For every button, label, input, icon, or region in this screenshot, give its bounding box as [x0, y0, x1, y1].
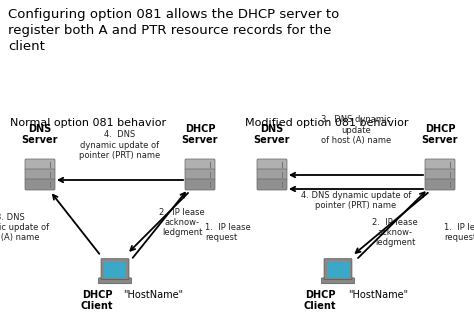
Text: Configuring option 081 allows the DHCP server to
register both A and PTR resourc: Configuring option 081 allows the DHCP s…: [8, 8, 339, 53]
Text: Normal option 081 behavior: Normal option 081 behavior: [10, 118, 166, 128]
FancyBboxPatch shape: [425, 169, 455, 180]
Text: Modified option 081 behavior: Modified option 081 behavior: [245, 118, 409, 128]
Text: DHCP
Client: DHCP Client: [81, 290, 113, 311]
Text: 2.  IP lease
acknow-
ledgment: 2. IP lease acknow- ledgment: [159, 208, 205, 238]
FancyBboxPatch shape: [99, 278, 131, 284]
Text: DNS
Server: DNS Server: [22, 124, 58, 145]
FancyBboxPatch shape: [324, 259, 352, 279]
Text: 1.  IP lease
request: 1. IP lease request: [444, 223, 474, 242]
Text: DNS
Server: DNS Server: [254, 124, 290, 145]
FancyBboxPatch shape: [25, 179, 55, 190]
FancyBboxPatch shape: [25, 169, 55, 180]
Text: 4. DNS dynamic update of
pointer (PRT) name: 4. DNS dynamic update of pointer (PRT) n…: [301, 191, 411, 210]
Text: 3. DNS
dynamic update of
host (A) name: 3. DNS dynamic update of host (A) name: [0, 213, 50, 243]
FancyBboxPatch shape: [257, 179, 287, 190]
FancyBboxPatch shape: [327, 261, 349, 277]
FancyBboxPatch shape: [185, 159, 215, 170]
FancyBboxPatch shape: [321, 278, 355, 284]
Text: DHCP
Client: DHCP Client: [304, 290, 336, 311]
FancyBboxPatch shape: [257, 159, 287, 170]
FancyBboxPatch shape: [101, 259, 129, 279]
Text: DHCP
Server: DHCP Server: [422, 124, 458, 145]
FancyBboxPatch shape: [185, 179, 215, 190]
FancyBboxPatch shape: [425, 159, 455, 170]
FancyBboxPatch shape: [25, 159, 55, 170]
Text: 4.  DNS
dynamic update of
pointer (PRT) name: 4. DNS dynamic update of pointer (PRT) n…: [79, 130, 161, 160]
FancyBboxPatch shape: [185, 169, 215, 180]
FancyBboxPatch shape: [425, 179, 455, 190]
Text: "HostName": "HostName": [123, 290, 183, 300]
Text: "HostName": "HostName": [348, 290, 408, 300]
Text: 1.  IP lease
request: 1. IP lease request: [205, 223, 251, 242]
Text: 2.  IP lease
acknow-
ledgment: 2. IP lease acknow- ledgment: [372, 218, 418, 247]
FancyBboxPatch shape: [104, 261, 126, 277]
FancyBboxPatch shape: [257, 169, 287, 180]
Text: DHCP
Server: DHCP Server: [182, 124, 218, 145]
Text: 3.  DNS dynamic
update
of host (A) name: 3. DNS dynamic update of host (A) name: [321, 115, 391, 145]
